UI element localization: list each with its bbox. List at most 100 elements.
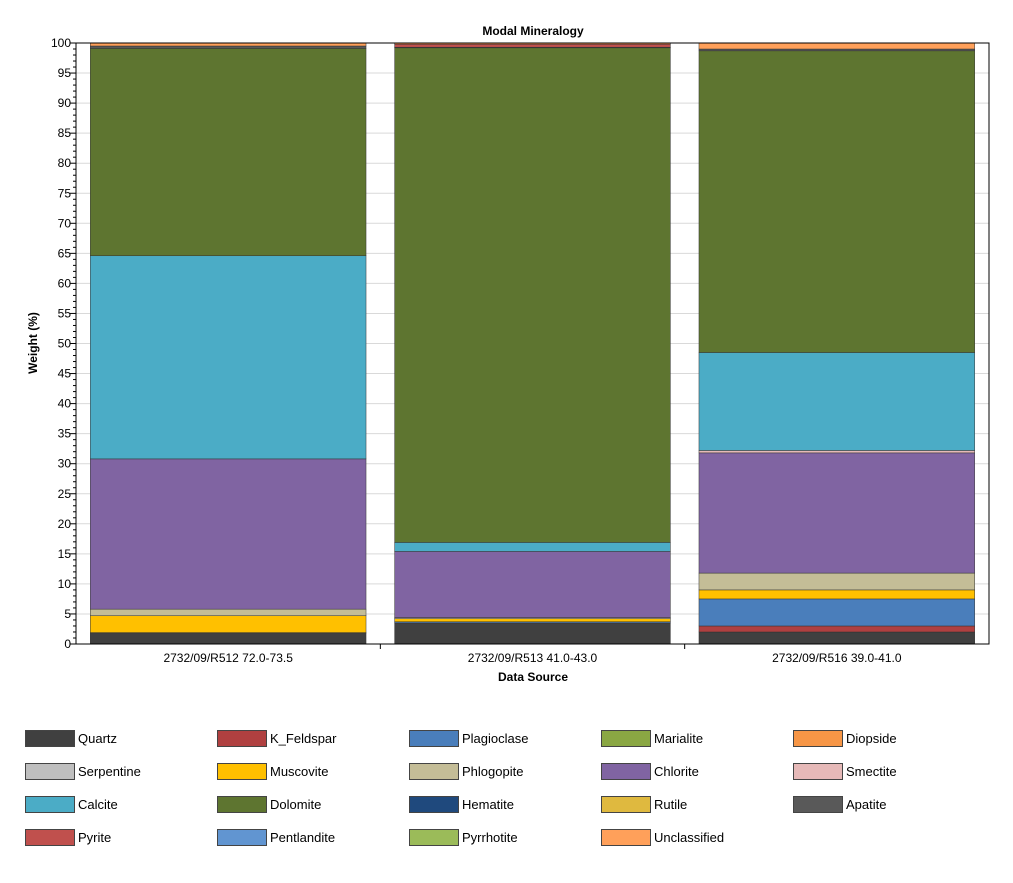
legend-label: Diopside [846,730,897,746]
legend-swatch [601,795,651,813]
legend-swatch [217,762,267,780]
x-tick-label: 2732/09/R513 41.0-43.0 [468,651,598,665]
legend-swatch [793,729,843,747]
legend-label: Apatite [846,796,887,812]
y-tick-label: 80 [58,156,72,170]
bar-segment [698,589,975,600]
legend-item: Rutile [601,794,687,814]
bar-segment [698,450,975,454]
legend-item: Pyrrhotite [409,827,518,847]
legend-label: Phlogopite [462,763,524,779]
legend-swatch [793,795,843,813]
legend-swatch [793,762,843,780]
bar-segment [90,48,367,257]
chart-title: Modal Mineralogy [482,24,584,38]
y-tick-label: 35 [58,427,72,441]
legend-label: Quartz [78,730,118,746]
bar-segment [394,618,671,623]
legend-label: Calcite [78,796,118,812]
legend-label: Unclassified [654,829,725,845]
legend-item: Diopside [793,728,897,748]
y-tick-label: 40 [58,397,72,411]
legend-item: Apatite [793,794,886,814]
bar-segment [698,48,975,52]
y-tick-label: 30 [58,457,72,471]
legend-item: Smectite [793,761,897,781]
axes: 0 5 10 15 20 25 30 35 40 45 50 55 60 65 70 75 80 85 90 95 10… [51,36,990,665]
bar-segment [394,551,671,618]
legend-label: Rutile [654,796,688,812]
legend-label: Serpentine [78,763,141,779]
legend-item: Quartz [25,728,117,748]
legend-item: Chlorite [601,761,699,781]
legend-label: Marialite [654,730,704,746]
legend-label: Muscovite [270,763,329,779]
legend-item: Phlogopite [409,761,523,781]
legend-label: Pentlandite [270,829,336,845]
bar-segment [394,542,671,552]
y-tick-label: 55 [58,306,72,320]
legend-item: Serpentine [25,761,141,781]
bar-segment [90,615,367,633]
legend-item: Pyrite [25,827,111,847]
legend-label: Pyrite [78,829,112,845]
bar-segment [394,43,671,48]
y-tick-label: 100 [51,36,71,50]
y-tick-label: 95 [58,66,72,80]
bar-segment [698,50,975,353]
legend-swatch [217,729,267,747]
legend-swatch [25,795,75,813]
y-tick-label: 15 [58,547,72,561]
legend-swatch [601,729,651,747]
y-tick-label: 70 [58,216,72,230]
bar-segment [698,42,975,50]
bar-segment [698,352,975,451]
bar-segment [698,625,975,633]
legend-swatch [217,828,267,846]
y-tick-label: 20 [58,517,72,531]
legend-label: Pyrrhotite [462,829,518,845]
bars [90,42,975,645]
legend-label: K_Feldspar [270,730,337,746]
y-tick-label: 0 [64,637,71,651]
legend-label: Chlorite [654,763,699,779]
bar-segment [90,608,367,617]
legend-swatch [217,795,267,813]
legend-swatch [409,762,459,780]
y-tick-label: 60 [58,276,72,290]
bar-segment [90,632,367,645]
plot-frame [75,42,990,645]
y-axis-label: Weight (%) [26,312,40,374]
legend-swatch [601,762,651,780]
y-tick-label: 25 [58,487,72,501]
y-tick-label: 65 [58,246,72,260]
legend-item: K_Feldspar [217,728,336,748]
legend-item: Plagioclase [409,728,529,748]
bar-segment [698,631,975,645]
legend-swatch [601,828,651,846]
legend-swatch [25,828,75,846]
bar-segment [90,45,367,49]
chart-svg: Modal Mineralogy Weight (%) Data Source … [26,24,990,684]
x-tick-label: 2732/09/R516 39.0-41.0 [772,651,902,665]
legend-item: Hematite [409,794,514,814]
bar-segment [90,255,367,460]
legend-item: Muscovite [217,761,329,781]
y-tick-label: 75 [58,186,72,200]
chart: Modal Mineralogy Weight (%) Data Source … [26,24,990,684]
legend-swatch [409,795,459,813]
bar-segment [394,47,671,543]
legend-item: Pentlandite [217,827,335,847]
legend-item: Marialite [601,728,703,748]
y-tick-label: 50 [58,337,72,351]
y-tick-label: 10 [58,577,72,591]
bar-segment [394,622,671,645]
legend-swatch [25,729,75,747]
y-tick-label: 45 [58,367,72,381]
bar-segment [698,452,975,574]
x-axis-label: Data Source [498,670,568,684]
legend-swatch [25,762,75,780]
bar-segment [698,572,975,591]
y-tick-label: 90 [58,96,72,110]
legend-label: Hematite [462,796,515,812]
